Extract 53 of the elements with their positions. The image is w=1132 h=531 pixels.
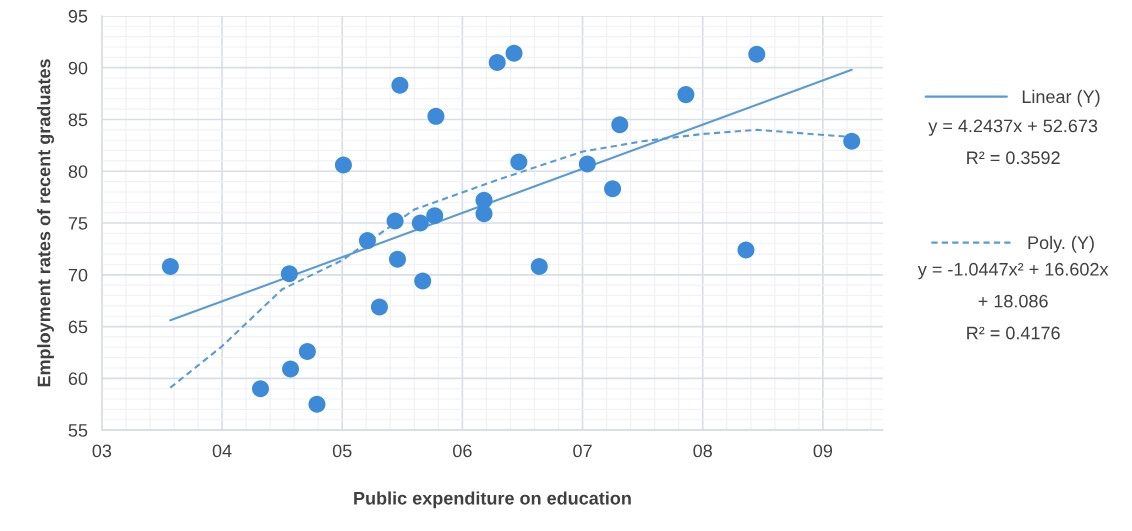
y-tick-label: 55: [68, 424, 88, 437]
point: [388, 250, 406, 268]
point: [298, 342, 316, 360]
point: [391, 76, 409, 94]
text: R² = 0.3592: [967, 151, 1060, 165]
point: [282, 360, 300, 378]
text: R² = 0.4176: [967, 326, 1060, 340]
point: [370, 298, 388, 316]
text: + 18.086: [978, 294, 1048, 308]
point: [604, 180, 622, 198]
point: [334, 156, 352, 174]
point: [843, 132, 861, 150]
point: [677, 86, 695, 104]
x-tick-label: 07: [573, 444, 592, 458]
y-tick-label: 80: [68, 165, 88, 178]
x-tick-label: 03: [92, 444, 112, 458]
legend-label: Poly. (Y): [1028, 235, 1094, 253]
x-tick-label: 05: [332, 444, 352, 458]
y-axis-title: Employment rates of recent graduates: [37, 59, 55, 387]
y-tick-label: 85: [68, 113, 88, 127]
y-tick-label: 65: [68, 320, 88, 334]
point: [251, 380, 270, 398]
legend-label: Linear (Y): [1022, 89, 1100, 107]
point: [308, 395, 326, 413]
point: [578, 155, 596, 173]
point: [427, 107, 445, 125]
point: [426, 207, 444, 225]
point: [386, 212, 404, 230]
x-tick-label: 04: [212, 444, 232, 458]
point: [411, 214, 429, 232]
text: y = 4.2437x + 52.673: [928, 119, 1098, 136]
point: [414, 272, 432, 290]
point: [530, 258, 548, 276]
point: [488, 54, 506, 72]
point: [475, 205, 493, 223]
x-tick-label: 09: [813, 444, 833, 458]
point: [505, 44, 523, 62]
y-tick-label: 70: [68, 268, 88, 282]
x-axis-title: Public expenditure on education: [354, 491, 631, 509]
text: y = -1.0447x² + 16.602x: [917, 262, 1109, 280]
point: [358, 232, 376, 250]
point: [280, 265, 298, 283]
x-tick-label: 08: [693, 444, 712, 458]
y-tick-label: 75: [68, 217, 88, 230]
point: [611, 116, 629, 134]
x-tick-label: 06: [453, 444, 472, 458]
y-tick-label: 95: [68, 9, 88, 23]
point: [161, 258, 179, 276]
point: [510, 153, 528, 171]
y-tick-label: 90: [68, 61, 88, 75]
y-tick-label: 60: [68, 372, 88, 386]
point: [748, 45, 766, 63]
point: [737, 241, 755, 259]
